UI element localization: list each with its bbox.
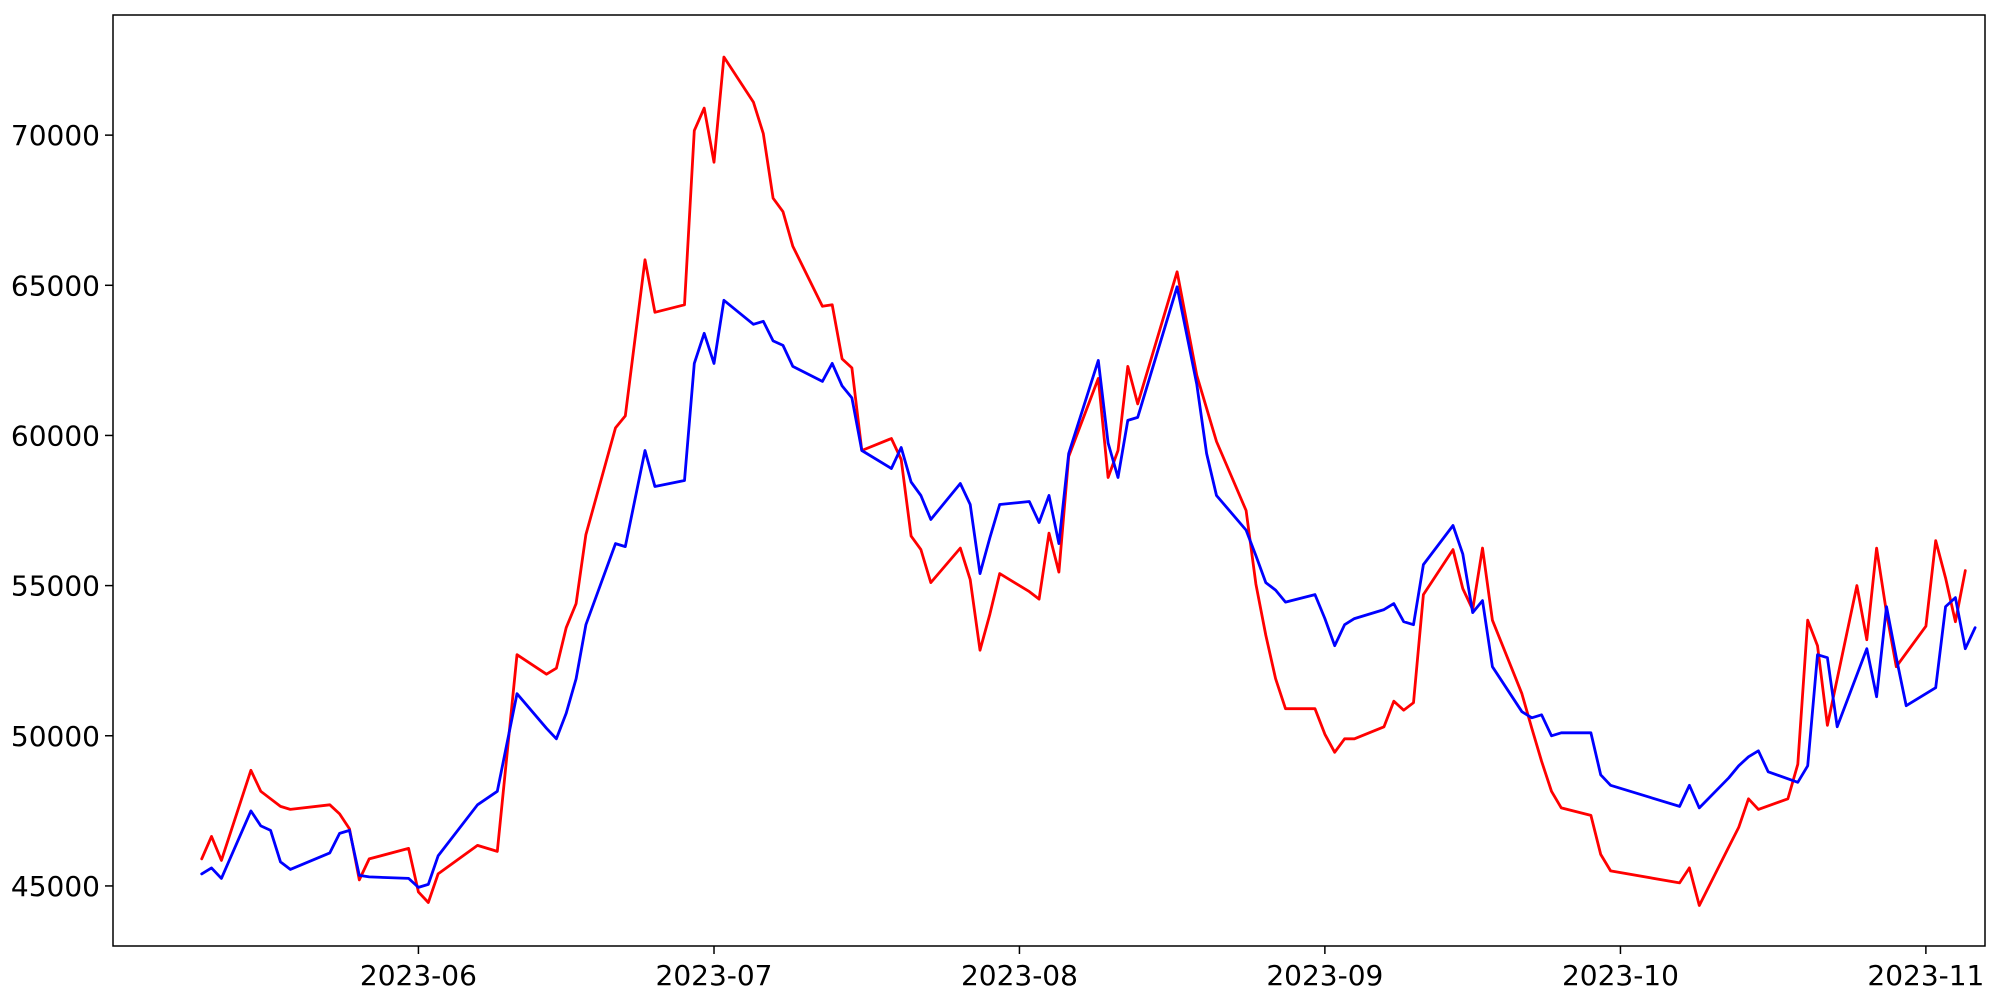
y-tick-label: 55000 <box>11 570 100 603</box>
series-layer <box>200 55 1977 907</box>
y-tick-label: 45000 <box>11 870 100 903</box>
x-tick-label: 2023-08 <box>961 959 1078 992</box>
x-axis: 2023-06 2023-07 2023-08 2023-09 2023-10 2023-… <box>360 946 1984 992</box>
y-tick-label: 50000 <box>11 720 100 753</box>
x-tick-label: 2023-11 <box>1867 959 1984 992</box>
series-line-1 <box>200 55 1967 907</box>
y-tick-label: 65000 <box>11 269 100 302</box>
x-tick-label: 2023-07 <box>656 959 773 992</box>
y-tick-label: 70000 <box>11 119 100 152</box>
x-tick-label: 2023-09 <box>1266 959 1383 992</box>
y-axis: 45000 50000 55000 60000 65000 70000 <box>11 119 113 903</box>
x-tick-label: 2023-06 <box>360 959 477 992</box>
plot-area-frame <box>112 14 1986 947</box>
x-tick-label: 2023-10 <box>1562 959 1679 992</box>
y-tick-label: 60000 <box>11 419 100 452</box>
series-line-2 <box>200 285 1977 889</box>
